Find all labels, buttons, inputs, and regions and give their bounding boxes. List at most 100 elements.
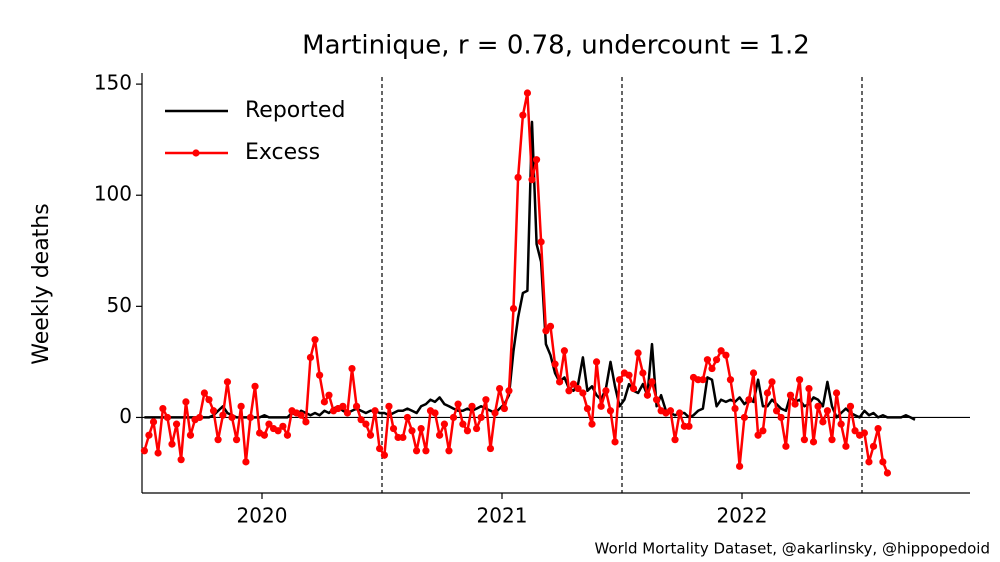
data-point [389,424,398,433]
data-point [283,431,292,439]
data-point [491,409,499,417]
data-point [477,413,485,422]
data-point [209,407,218,415]
data-point [671,436,679,444]
data-point [454,400,462,408]
data-point [731,404,739,413]
data-point [362,420,370,428]
data-point [205,396,213,404]
y-tick-label: 0 [119,404,132,428]
data-point [214,436,222,444]
data-point [279,422,287,430]
data-point [749,369,758,377]
data-point [782,442,790,450]
data-point [639,369,647,377]
data-point [583,404,592,413]
data-point [883,469,892,477]
data-point [625,371,633,379]
data-point [652,396,661,404]
data-point [422,447,430,455]
x-tick-label: 2022 [717,504,768,528]
data-point [408,427,416,435]
data-point [602,387,610,395]
data-point [357,416,365,424]
data-point [366,431,375,439]
data-point [163,413,172,422]
chart-title: Martinique, r = 0.78, undercount = 1.2 [302,31,810,61]
data-point [685,422,693,430]
data-point [616,376,624,384]
data-point [772,407,781,415]
data-point [879,458,887,466]
source-note: World Mortality Dataset, @akarlinsky, @h… [595,540,990,558]
data-point [528,176,536,184]
data-point [311,336,319,344]
data-point [842,442,850,450]
data-point [500,404,508,413]
data-point [514,173,522,182]
data-point [796,376,804,384]
legend-marker [192,149,200,157]
data-point [745,396,753,404]
data-point [800,436,809,444]
data-point [385,402,393,410]
data-point [537,238,545,246]
data-point [717,347,725,355]
data-point [159,404,167,413]
data-point [703,356,712,364]
data-point [352,402,361,410]
data-point [869,442,878,450]
data-point [320,398,328,406]
data-point [182,398,190,406]
data-point [579,389,587,397]
data-point [699,376,707,384]
data-point [740,413,749,422]
data-point [606,407,615,415]
data-point [242,458,250,466]
data-point [177,456,185,464]
data-point [449,413,458,422]
data-point [736,462,744,470]
data-point [832,389,841,397]
data-point [851,427,859,435]
data-point [154,449,162,457]
data-point [219,411,227,419]
y-axis-label: Weekly deaths [29,203,54,364]
data-point [260,431,268,439]
data-point [440,420,448,428]
data-point [412,447,421,455]
data-point [846,402,855,410]
data-point [463,427,472,435]
data-point [486,444,495,453]
y-tick-label: 150 [94,71,132,95]
data-point [860,429,869,437]
data-point [754,431,762,439]
data-point [768,378,776,386]
data-point [791,400,799,408]
data-point [726,376,735,384]
data-point [523,89,532,97]
data-point [551,360,559,368]
data-point [560,347,569,355]
data-point [145,431,153,439]
data-point [786,391,795,399]
data-point [546,322,555,330]
data-point [348,364,356,373]
data-point [200,389,208,397]
data-point [274,427,282,435]
data-point [445,447,453,455]
y-tick-label: 50 [107,293,132,317]
data-point [708,364,716,373]
data-point [865,458,873,466]
data-point [399,433,407,442]
data-point [140,447,148,455]
data-point [380,451,388,459]
data-point [809,438,818,446]
data-point [376,444,384,453]
data-point [232,436,241,444]
data-point [223,378,232,386]
data-point [648,378,656,386]
data-point [588,420,596,428]
data-point [403,413,412,422]
data-point [265,420,273,428]
